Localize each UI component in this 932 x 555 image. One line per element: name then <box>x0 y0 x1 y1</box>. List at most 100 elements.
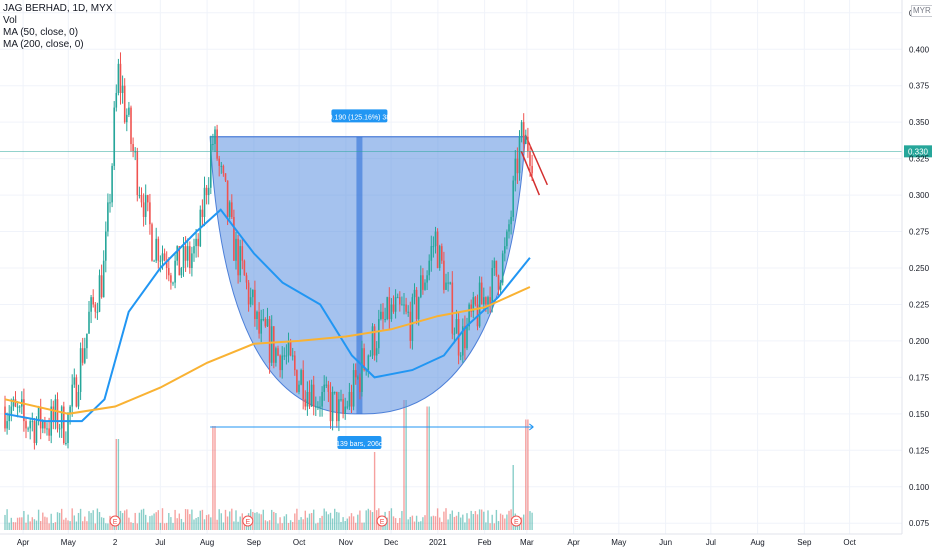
candle-body <box>501 253 504 283</box>
volume-bar <box>317 522 319 530</box>
volume-bar <box>506 514 508 530</box>
candle-body <box>516 158 519 174</box>
volume-bar <box>285 514 288 530</box>
volume-bar <box>69 521 71 530</box>
volume-bar <box>271 509 273 530</box>
candle-body <box>373 326 376 356</box>
volume-bar <box>476 514 479 530</box>
y-tick-label: 0.375 <box>909 82 930 91</box>
candle-body <box>268 319 271 363</box>
candle-body <box>8 413 10 422</box>
candle-body <box>478 282 481 327</box>
volume-bar <box>212 426 214 530</box>
candle-body <box>300 370 302 385</box>
candle-body <box>207 187 210 196</box>
volume-bar <box>390 508 393 530</box>
candle-body <box>409 311 412 341</box>
candle-body <box>151 224 153 261</box>
y-tick-label: 0.250 <box>909 264 930 273</box>
candle-body <box>144 195 147 217</box>
candle-body <box>60 406 63 429</box>
volume-bar <box>42 512 44 530</box>
candle-body <box>155 238 157 261</box>
candle-body <box>266 319 269 327</box>
candle-body <box>119 63 122 93</box>
candles <box>4 52 533 450</box>
volume-bar <box>157 510 159 530</box>
candle-body <box>287 340 290 356</box>
candle-body <box>302 370 304 400</box>
volume-bar <box>273 511 275 530</box>
volume-bar <box>453 516 456 530</box>
candle-body <box>136 151 139 196</box>
volume-bar <box>134 512 136 530</box>
y-tick-label: 0.350 <box>909 118 930 127</box>
candle-body <box>115 93 118 108</box>
volume-bar <box>468 518 470 530</box>
volume-bar <box>342 517 344 530</box>
candle-body <box>327 384 330 392</box>
candle-body <box>153 260 155 262</box>
currency-badge[interactable]: MYR <box>911 5 932 17</box>
volume-bar <box>275 513 277 530</box>
volume-bar <box>40 521 42 530</box>
volume-bar <box>289 520 292 530</box>
candle-body <box>529 151 531 166</box>
candle-body <box>432 246 435 248</box>
volume-bar <box>100 517 103 530</box>
candle-body <box>359 377 361 392</box>
candle-body <box>128 107 130 115</box>
candle-body <box>329 391 332 422</box>
x-tick-label: 2021 <box>429 538 447 547</box>
volume-bar <box>365 510 367 530</box>
volume-bar <box>447 519 449 530</box>
volume-bar <box>56 512 59 530</box>
volume-bar <box>172 522 174 530</box>
volume-bar <box>460 517 462 530</box>
volume-bar <box>10 517 12 530</box>
candle-body <box>294 355 296 371</box>
handle-trendline <box>524 134 549 186</box>
y-tick-label: 0.300 <box>909 191 930 200</box>
candle-body <box>90 297 92 312</box>
x-tick-label: Jul <box>155 538 165 547</box>
candle-body <box>371 326 374 356</box>
volume-bar <box>462 514 464 530</box>
candle-body <box>336 391 338 422</box>
candle-body <box>413 289 416 298</box>
annotations: 0.330 0.190 (125.16%) 38 139 bars, 206d E E E… <box>0 109 932 527</box>
candle-body <box>310 384 313 407</box>
volume-bar <box>105 523 107 530</box>
candle-body <box>193 246 195 254</box>
volume-bar <box>294 513 296 530</box>
candle-body <box>361 348 363 392</box>
volume-bar <box>315 523 317 530</box>
volume-bar <box>149 516 151 530</box>
earnings-marker <box>510 515 522 527</box>
ma200-legend[interactable]: MA (200, close, 0) <box>3 39 84 50</box>
volume-bar <box>474 511 477 530</box>
ma50-legend[interactable]: MA (50, close, 0) <box>3 27 79 38</box>
volume-legend[interactable]: Vol <box>3 15 17 26</box>
candle-body <box>63 406 65 443</box>
candle-body <box>48 428 50 436</box>
candle-body <box>235 238 237 261</box>
candle-body <box>16 406 19 408</box>
candle-body <box>27 428 29 430</box>
candle-body <box>434 231 437 247</box>
symbol-title[interactable]: JAG BERHAD, 1D, MYX <box>3 3 113 14</box>
candle-body <box>445 282 447 290</box>
volume-bar <box>54 522 57 530</box>
candle-body <box>273 326 275 363</box>
volume-bar <box>178 513 180 530</box>
candle-body <box>245 275 248 283</box>
volume-bar <box>184 509 187 530</box>
volume-bar <box>428 406 430 530</box>
candle-body <box>514 158 517 181</box>
volume-bar <box>103 517 105 530</box>
cup-shape <box>209 136 526 415</box>
candle-body <box>430 246 433 261</box>
